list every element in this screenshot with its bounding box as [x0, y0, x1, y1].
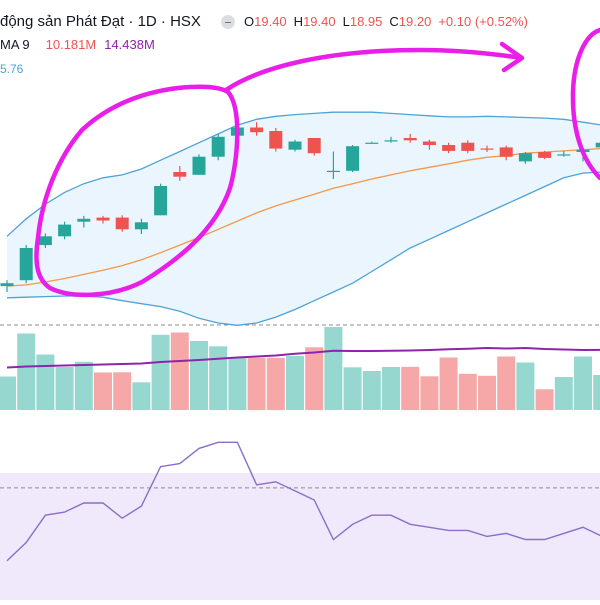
candle-body: [1, 283, 14, 286]
candle: [154, 184, 167, 216]
candle-body: [308, 138, 321, 153]
volume-bar: [228, 357, 246, 410]
candle-body: [423, 142, 436, 146]
volume-bar: [113, 372, 131, 410]
candle: [269, 128, 282, 152]
open-label: O: [244, 14, 254, 29]
candle-body: [97, 218, 110, 221]
volume-bar: [286, 356, 304, 410]
candle: [193, 154, 206, 175]
candle-body: [212, 137, 225, 157]
volume-bar: [0, 377, 16, 411]
volume-readout: MA 9 10.181M 14.438M: [0, 37, 155, 52]
volume-bar: [171, 333, 189, 411]
high-label: H: [294, 14, 303, 29]
volume-bar: [132, 382, 150, 410]
volume-bar: [17, 334, 35, 411]
collapse-icon[interactable]: −: [224, 16, 231, 30]
volume-bar: [497, 357, 515, 411]
candle: [346, 145, 359, 172]
close-label: C: [389, 14, 398, 29]
candle-body: [154, 186, 167, 215]
candle: [308, 138, 321, 156]
volume-bar: [382, 367, 400, 410]
candle-body: [404, 138, 417, 140]
close-value: 19.20: [399, 14, 432, 29]
candle-body: [58, 225, 71, 237]
candle-body: [77, 219, 90, 222]
low-label: L: [343, 14, 350, 29]
candle-body: [289, 142, 302, 150]
volume-bar: [459, 374, 477, 410]
candle-body: [116, 218, 129, 230]
symbol-title: động sản Phát Đạt · 1D · HSX: [0, 13, 201, 30]
volume-bar: [574, 357, 592, 411]
candle: [116, 215, 129, 231]
candle-body: [346, 146, 359, 171]
volume-bar: [152, 335, 170, 410]
volume-bar: [56, 367, 74, 410]
candle-body: [442, 145, 455, 151]
indicator-readout: 5.76: [0, 62, 24, 76]
volume-bar: [190, 341, 208, 410]
open-value: 19.40: [254, 14, 287, 29]
candle-body: [461, 143, 474, 151]
volume-bar: [478, 376, 496, 410]
candle-body: [269, 131, 282, 149]
volume-bar: [593, 375, 600, 410]
volume-bar: [209, 346, 227, 410]
volume-value: 10.181M: [46, 37, 97, 52]
candle-body: [365, 143, 378, 144]
candle-body: [39, 236, 52, 245]
candle: [538, 151, 551, 159]
volume-bar: [248, 358, 266, 410]
volume-bar: [75, 362, 93, 410]
candle-body: [327, 171, 340, 172]
candle-body: [481, 149, 494, 150]
volume-bar: [36, 355, 54, 411]
candle: [212, 134, 225, 160]
candle-body: [385, 140, 398, 141]
volume-bar: [420, 376, 438, 410]
annotation-arrow: [226, 44, 522, 90]
candle-body: [596, 143, 600, 148]
candle-body: [20, 248, 33, 280]
candle-body: [135, 222, 148, 229]
volume-bar: [516, 363, 534, 411]
candle: [20, 245, 33, 283]
candle-body: [557, 154, 570, 155]
volume-bar: [305, 347, 323, 410]
volume-ma-label: MA 9: [0, 37, 30, 52]
candle-body: [519, 153, 532, 161]
volume-bar: [555, 377, 573, 410]
change-value: +0.10 (+0.52%): [438, 14, 528, 29]
volume-bar: [267, 358, 285, 410]
low-value: 18.95: [350, 14, 383, 29]
volume-bar: [324, 327, 342, 410]
volume-bar: [344, 367, 362, 410]
volume-ma-value: 14.438M: [104, 37, 155, 52]
candle-body: [193, 157, 206, 175]
rsi-pane-background: [0, 473, 600, 600]
candle-body: [500, 147, 513, 156]
volume-bar: [440, 358, 458, 411]
candle-body: [538, 152, 551, 158]
high-value: 19.40: [303, 14, 336, 29]
volume-bar: [363, 371, 381, 410]
volume-bar: [536, 389, 554, 410]
volume-bar: [94, 373, 112, 411]
volume-bar: [401, 367, 419, 410]
candle-body: [173, 172, 186, 177]
volume-bars: [0, 318, 600, 411]
candle-body: [250, 128, 263, 133]
